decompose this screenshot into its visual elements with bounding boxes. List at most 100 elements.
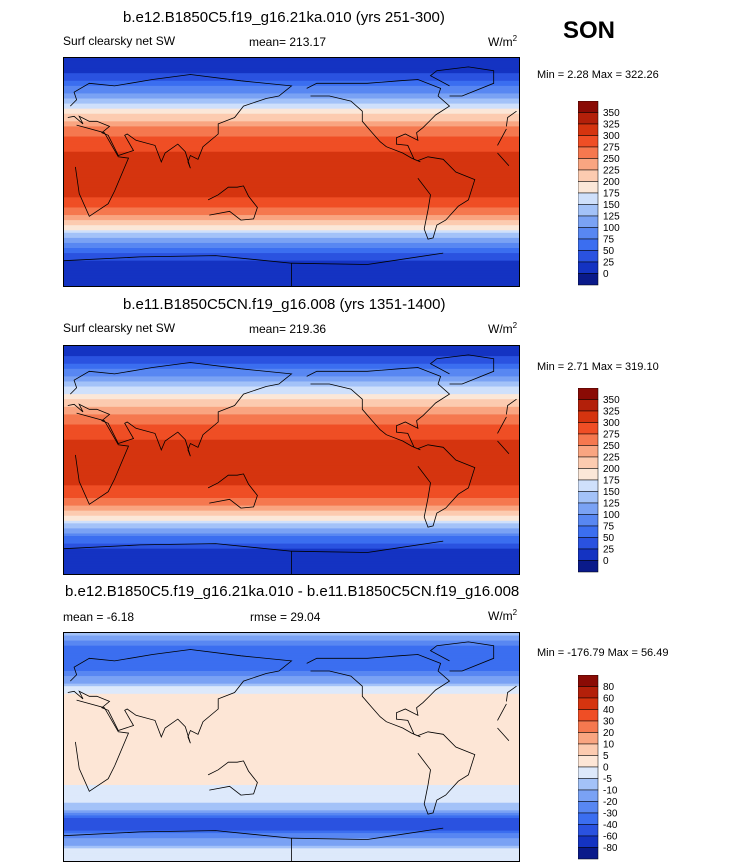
panel-2-variable: Surf clearsky net SW xyxy=(63,321,176,335)
colorbar-box xyxy=(578,709,599,722)
map-band xyxy=(64,759,519,763)
colorbar-tick-label: 325 xyxy=(603,120,620,131)
panel-3-mean: mean = -6.18 xyxy=(63,610,135,624)
colorbar-box xyxy=(578,204,599,217)
map-band xyxy=(64,172,519,176)
map-band xyxy=(64,820,519,824)
map-band xyxy=(64,709,519,713)
map-band xyxy=(64,384,519,388)
map-band xyxy=(64,638,519,642)
map-band xyxy=(64,242,519,247)
panel-1-minmax: Min = 2.28 Max = 322.26 xyxy=(537,69,659,81)
map-band xyxy=(64,391,519,395)
map-band xyxy=(64,498,519,502)
map-band xyxy=(64,724,519,728)
map-band xyxy=(64,475,519,479)
colorbar-box xyxy=(578,732,599,745)
map-band xyxy=(64,515,519,519)
map-band xyxy=(64,65,519,69)
map-band xyxy=(64,462,519,466)
colorbar-tick-label: -80 xyxy=(603,843,618,854)
map-band xyxy=(64,665,519,670)
colorbar-tick-label: 0 xyxy=(603,556,609,567)
panel-1-units: W/m2 xyxy=(488,34,518,49)
map-band xyxy=(64,698,519,702)
map-band xyxy=(64,452,519,456)
colorbar-tick-label: 150 xyxy=(603,487,620,498)
coastline-northamerica xyxy=(306,79,451,163)
colorbar-tick-label: -60 xyxy=(603,832,618,843)
colorbar-box xyxy=(578,135,599,148)
map-band xyxy=(64,518,519,522)
map-band xyxy=(64,752,519,756)
coastline-northamerica xyxy=(306,367,451,451)
colorbar-box xyxy=(578,686,599,699)
coastline-southamerica xyxy=(417,731,476,815)
colorbar-tick-label: 25 xyxy=(603,258,615,269)
map-band xyxy=(64,108,519,112)
colorbar-tick-label: 300 xyxy=(603,131,620,142)
map-band xyxy=(64,348,519,352)
map-band xyxy=(64,68,519,72)
coastline-eurasia xyxy=(67,74,293,169)
map-band xyxy=(64,757,519,761)
map-band xyxy=(64,434,519,438)
colorbar-tick-label: 275 xyxy=(603,143,620,154)
map-band xyxy=(64,719,519,723)
map-band xyxy=(64,222,519,226)
map-band xyxy=(64,774,519,778)
panel-2-map-svg xyxy=(64,346,519,574)
map-band xyxy=(64,179,519,183)
map-band xyxy=(64,797,519,801)
map-band xyxy=(64,782,519,786)
colorbar-tick-label: 20 xyxy=(603,728,615,739)
map-band xyxy=(64,823,519,827)
colorbar-box xyxy=(578,778,599,791)
map-band xyxy=(64,386,519,390)
map-band xyxy=(64,199,519,203)
map-band xyxy=(64,189,519,193)
map-band xyxy=(64,505,519,509)
colorbar-tick-label: -5 xyxy=(603,774,612,785)
map-band xyxy=(64,790,519,794)
colorbar-tick-label: 75 xyxy=(603,235,615,246)
map-band xyxy=(64,80,519,84)
map-band xyxy=(64,447,519,451)
map-band xyxy=(64,258,519,262)
coastline-greenland xyxy=(429,66,495,97)
map-band xyxy=(64,714,519,718)
map-band xyxy=(64,485,519,489)
map-band xyxy=(64,795,519,799)
colorbar-tick-label: 300 xyxy=(603,418,620,429)
map-band xyxy=(64,78,519,82)
map-band xyxy=(64,480,519,484)
map-band xyxy=(64,439,519,443)
map-band xyxy=(64,721,519,725)
map-band xyxy=(64,215,519,219)
colorbar-box xyxy=(578,146,599,159)
map-band xyxy=(64,253,519,257)
colorbar-tick-label: 125 xyxy=(603,499,620,510)
map-band xyxy=(64,449,519,453)
panel-3-map-svg xyxy=(64,633,519,861)
colorbar-tick-label: 5 xyxy=(603,751,609,762)
coastline-australia xyxy=(207,473,258,509)
colorbar-tick-label: 30 xyxy=(603,717,615,728)
map-band xyxy=(64,683,519,687)
colorbar-box xyxy=(578,548,599,561)
map-band xyxy=(64,833,519,837)
map-band xyxy=(64,381,519,385)
map-band xyxy=(64,245,519,249)
map-band xyxy=(64,131,519,135)
colorbar-tick-label: 0 xyxy=(603,269,609,280)
map-band xyxy=(64,250,519,254)
map-band xyxy=(64,419,519,423)
colorbar-box xyxy=(578,181,599,194)
map-band xyxy=(64,144,519,148)
season-label: SON xyxy=(563,17,616,44)
colorbar-tick-label: -10 xyxy=(603,786,618,797)
map-band xyxy=(64,202,519,206)
panel-2-units: W/m2 xyxy=(488,321,518,336)
map-band xyxy=(64,235,519,239)
